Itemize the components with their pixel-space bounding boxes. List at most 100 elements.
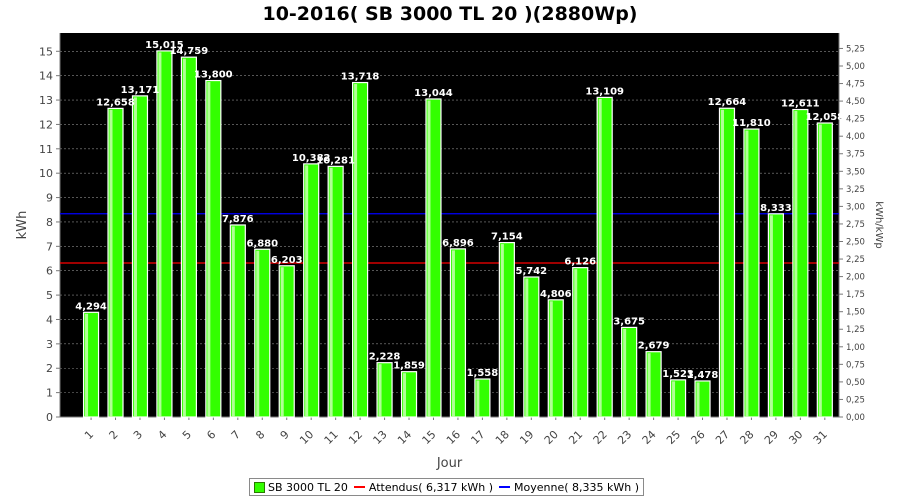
y-tick-label: 11 (39, 143, 53, 156)
bar (718, 107, 736, 418)
bar (767, 213, 784, 418)
x-axis-title: Jour (436, 456, 463, 471)
y-tick-label: 10 (39, 167, 53, 180)
bar (254, 248, 271, 418)
y-tick-label: 9 (46, 192, 53, 205)
y2-tick-label: 0,50 (846, 378, 865, 388)
legend-label-attendus: Attendus( 6,317 kWh ) (368, 480, 494, 494)
y-axis-title: kWh (15, 211, 30, 240)
bar-value-label: 2,679 (638, 341, 670, 352)
bar-value-label: 1,558 (467, 368, 499, 379)
y2-tick-label: 3,25 (846, 185, 865, 195)
x-tick-label: 18 (493, 428, 512, 447)
legend-label-moyenne: Moyenne( 8,335 kWh ) (514, 480, 640, 494)
bar-value-label: 1,859 (393, 361, 425, 372)
bar (621, 326, 638, 418)
bar-value-label: 11,810 (732, 118, 771, 129)
bar-highlight (549, 301, 553, 417)
bar (229, 224, 246, 418)
y2-tick-label: 4,50 (846, 97, 865, 107)
bar-value-label: 13,044 (414, 88, 453, 99)
bar-value-label: 15,015 (145, 40, 184, 51)
bar (303, 163, 320, 418)
bar-value-label: 4,806 (540, 289, 572, 300)
x-tick-label: 11 (322, 428, 341, 447)
bar-highlight (305, 165, 309, 417)
y2-tick-label: 1,25 (846, 325, 865, 335)
bar-highlight (818, 124, 822, 418)
x-tick-label: 29 (762, 428, 781, 447)
x-tick-label: 28 (737, 428, 756, 447)
bar (523, 276, 540, 418)
y-tick-label: 2 (46, 362, 53, 375)
bar-value-label: 13,800 (194, 70, 233, 81)
x-tick-label: 1 (82, 428, 96, 442)
bar-value-label: 5,742 (515, 266, 547, 277)
legend-swatch-attendus (353, 486, 365, 488)
x-tick-label: 8 (253, 428, 267, 442)
y2-axis-title: kWh/kWp (873, 201, 884, 248)
legend-swatch-moyenne (499, 486, 511, 488)
x-tick-label: 20 (542, 428, 561, 447)
x-tick-label: 17 (468, 428, 487, 447)
bar-value-label: 1,478 (687, 370, 719, 381)
x-tick-label: 22 (591, 428, 610, 447)
bar (400, 371, 418, 418)
bar-value-label: 3,675 (613, 316, 645, 327)
bar (376, 362, 393, 418)
y2-tick-label: 4,75 (846, 80, 865, 90)
y2-tick-label: 2,00 (846, 273, 865, 283)
bar-value-label: 10,382 (292, 153, 331, 164)
bar (82, 311, 100, 418)
bar-value-label: 7,876 (222, 214, 254, 225)
legend-item-production: SB 3000 TL 20 (254, 481, 348, 494)
legend-label-production: SB 3000 TL 20 (268, 480, 348, 494)
bar (474, 378, 491, 418)
x-tick-label: 25 (664, 428, 683, 447)
bar-value-label: 8,333 (760, 203, 792, 214)
y-tick-label: 4 (46, 313, 53, 326)
bar (278, 265, 295, 418)
bar (572, 267, 589, 418)
bar (131, 95, 149, 418)
y-tick-label: 1 (46, 387, 53, 400)
bar (645, 351, 662, 418)
y2-tick-label: 5,00 (846, 62, 865, 72)
bar-highlight (354, 84, 358, 417)
x-tick-label: 6 (204, 428, 218, 442)
bar (498, 241, 515, 418)
bar-value-label: 12,664 (708, 97, 747, 108)
bar-highlight (647, 353, 651, 417)
y2-tick-label: 3,00 (846, 202, 865, 212)
bar-highlight (427, 100, 431, 417)
y-tick-label: 13 (39, 94, 53, 107)
bar (205, 79, 222, 418)
bar (694, 380, 711, 418)
x-tick-label: 5 (180, 428, 194, 442)
y2-axis: 0,00 0,25 0,50 0,75 1,00 1,25 1,50 1,75 2,00 2,25… (838, 33, 865, 423)
y2-tick-label: 1,50 (846, 308, 865, 318)
y-tick-label: 12 (39, 118, 53, 131)
y-tick-label: 14 (39, 70, 53, 83)
bar (180, 56, 197, 418)
legend: SB 3000 TL 20 Attendus( 6,317 kWh ) Moye… (249, 478, 645, 496)
bar (743, 128, 760, 418)
bar (107, 107, 124, 418)
bar (596, 96, 613, 418)
x-tick-label: 2 (106, 428, 120, 442)
bar-highlight (329, 167, 333, 417)
x-tick-label: 14 (395, 428, 414, 447)
x-tick-label: 12 (346, 428, 365, 447)
y2-tick-label: 3,50 (846, 167, 865, 177)
bar (547, 299, 564, 418)
y2-tick-label: 0,75 (846, 360, 865, 370)
bar (449, 248, 467, 418)
x-tick-label: 7 (229, 428, 243, 442)
x-tick-label: 13 (371, 428, 390, 447)
bar-value-label: 13,718 (341, 72, 380, 83)
x-tick-label: 27 (713, 428, 732, 447)
bar-highlight (598, 98, 602, 417)
bar-highlight (794, 111, 798, 418)
